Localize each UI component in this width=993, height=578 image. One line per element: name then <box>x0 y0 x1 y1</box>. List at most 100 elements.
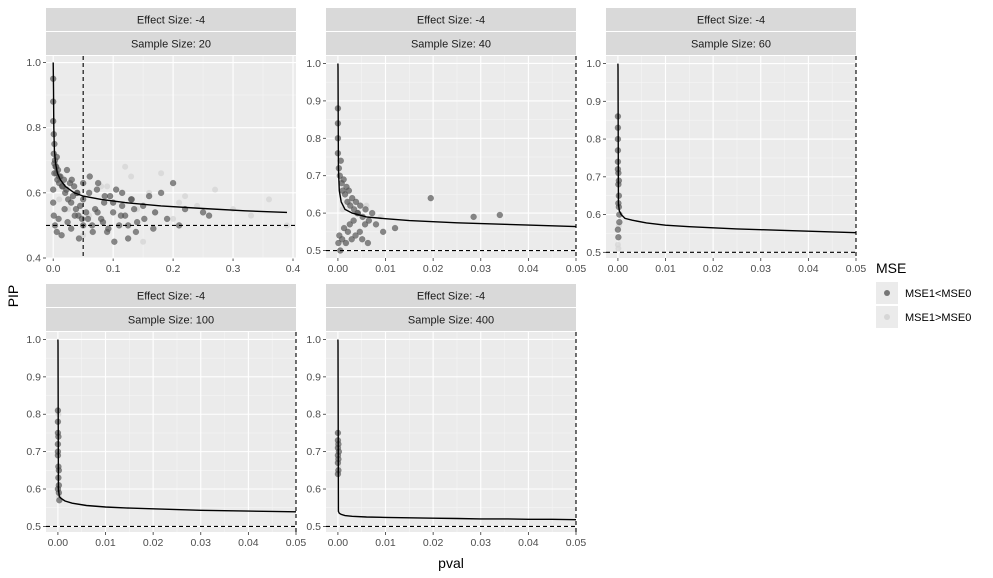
data-point-mse1-lt-mse0 <box>157 189 165 197</box>
data-point-mse1-gt-mse0 <box>170 215 177 222</box>
x-tick-label: 0.02 <box>423 537 444 549</box>
data-point-mse1-gt-mse0 <box>615 245 622 252</box>
data-point-mse1-lt-mse0 <box>199 209 207 216</box>
y-tick-label: 0.8 <box>26 409 41 421</box>
y-tick-label: 1.0 <box>26 334 41 346</box>
data-point-mse1-lt-mse0 <box>340 224 348 232</box>
strip-label-sample-size: Sample Size: 40 <box>411 39 491 51</box>
strip-label-effect-size: Effect Size: -4 <box>697 15 765 27</box>
strip-label-effect-size: Effect Size: -4 <box>417 291 485 303</box>
data-point-mse1-lt-mse0 <box>379 228 387 236</box>
y-tick-label: 0.6 <box>26 484 41 496</box>
strip-label-sample-size: Sample Size: 20 <box>131 39 211 51</box>
data-point-mse1-lt-mse0 <box>105 225 112 232</box>
data-point-mse1-lt-mse0 <box>71 212 79 219</box>
panel-background <box>46 332 296 532</box>
data-point-mse1-gt-mse0 <box>56 196 63 203</box>
threshold-curve <box>617 63 857 234</box>
data-point-mse1-lt-mse0 <box>341 191 349 198</box>
strip-top-background <box>326 8 576 31</box>
data-point-mse1-lt-mse0 <box>109 209 117 216</box>
facet-panel-2: Effect Size: -4 Sample Size: 40 0.00 0.01 0.… <box>306 8 586 275</box>
data-point-mse1-lt-mse0 <box>130 205 138 213</box>
threshold-curve <box>337 63 577 228</box>
legend-title: MSE <box>876 260 906 276</box>
data-point-mse1-lt-mse0 <box>72 205 80 213</box>
data-point-mse1-lt-mse0 <box>205 212 213 219</box>
x-tick-label: 0.05 <box>566 537 587 549</box>
strip-top-background <box>606 8 856 31</box>
data-point-mse1-lt-mse0 <box>344 228 352 236</box>
x-tick-label: 0.03 <box>471 537 492 549</box>
data-point-mse1-lt-mse0 <box>391 224 399 232</box>
data-point-mse1-gt-mse0 <box>176 199 183 206</box>
x-tick-label: 0.04 <box>238 537 259 549</box>
strip-label-effect-size: Effect Size: -4 <box>137 291 205 303</box>
x-tick-label: 0.04 <box>518 537 539 549</box>
data-point-mse1-lt-mse0 <box>340 176 347 183</box>
threshold-curve <box>52 62 288 214</box>
strip-bottom-background <box>326 32 576 55</box>
data-point-mse1-lt-mse0 <box>358 236 366 243</box>
data-point-mse1-gt-mse0 <box>140 238 147 245</box>
data-point-mse1-lt-mse0 <box>85 189 93 197</box>
data-point-mse1-lt-mse0 <box>163 215 171 223</box>
data-point-mse1-lt-mse0 <box>49 199 57 206</box>
y-tick-label: 1.0 <box>306 58 321 70</box>
panel-background <box>326 332 576 532</box>
x-tick-label: 0.03 <box>751 263 772 275</box>
data-point-mse1-lt-mse0 <box>84 215 92 223</box>
data-point-mse1-lt-mse0 <box>67 225 75 232</box>
data-point-mse1-lt-mse0 <box>362 206 369 213</box>
data-point-mse1-lt-mse0 <box>69 192 77 200</box>
data-point-mse1-lt-mse0 <box>118 189 126 197</box>
y-tick-label: 0.5 <box>306 521 321 533</box>
strip-top-background <box>46 284 296 307</box>
x-tick-label: 0.4 <box>286 263 301 275</box>
data-point-mse1-lt-mse0 <box>112 186 120 193</box>
y-tick-label: 0.6 <box>306 484 321 496</box>
data-point-mse1-lt-mse0 <box>94 179 102 187</box>
data-point-mse1-gt-mse0 <box>266 196 273 203</box>
x-tick-label: 0.01 <box>95 537 116 549</box>
x-tick-label: 0.01 <box>655 263 676 275</box>
y-tick-label: 0.9 <box>306 95 321 107</box>
panel-background <box>606 56 856 258</box>
data-point-mse1-lt-mse0 <box>124 235 132 242</box>
data-point-mse1-lt-mse0 <box>338 236 346 243</box>
strip-label-sample-size: Sample Size: 400 <box>408 315 494 327</box>
y-tick-label: 1.0 <box>26 57 41 69</box>
data-point-mse1-lt-mse0 <box>614 226 622 233</box>
strip-bottom-background <box>606 32 856 55</box>
strip-bottom-background <box>326 308 576 331</box>
x-tick-label: 0.01 <box>375 537 396 549</box>
data-point-mse1-lt-mse0 <box>141 215 148 223</box>
data-point-mse1-lt-mse0 <box>347 202 354 209</box>
data-point-mse1-lt-mse0 <box>427 194 435 202</box>
data-point-mse1-lt-mse0 <box>75 235 83 242</box>
y-tick-label: 1.0 <box>586 58 601 70</box>
data-point-mse1-lt-mse0 <box>67 199 75 206</box>
x-tick-label: 0.03 <box>471 263 492 275</box>
threshold-curve <box>57 339 297 513</box>
y-tick-label: 0.6 <box>306 208 321 220</box>
data-point-mse1-gt-mse0 <box>80 232 87 239</box>
data-point-mse1-lt-mse0 <box>496 211 504 219</box>
legend-entry-label: MSE1<MSE0 <box>905 288 971 300</box>
strip-label-sample-size: Sample Size: 100 <box>128 315 214 327</box>
y-tick-label: 0.7 <box>306 170 321 182</box>
data-point-mse1-lt-mse0 <box>615 233 622 241</box>
x-tick-label: 0.04 <box>518 263 539 275</box>
data-point-mse1-lt-mse0 <box>101 192 109 200</box>
data-point-mse1-lt-mse0 <box>352 198 360 206</box>
strip-label-sample-size: Sample Size: 60 <box>691 39 771 51</box>
data-point-mse1-lt-mse0 <box>132 228 140 236</box>
data-point-mse1-lt-mse0 <box>117 212 125 219</box>
data-point-mse1-lt-mse0 <box>348 236 355 243</box>
data-point-mse1-lt-mse0 <box>368 209 376 217</box>
y-tick-label: 0.5 <box>586 247 601 259</box>
y-tick-label: 0.9 <box>586 96 601 108</box>
y-tick-label: 0.5 <box>306 245 321 257</box>
data-point-mse1-lt-mse0 <box>346 221 354 228</box>
data-point-mse1-lt-mse0 <box>345 187 353 194</box>
